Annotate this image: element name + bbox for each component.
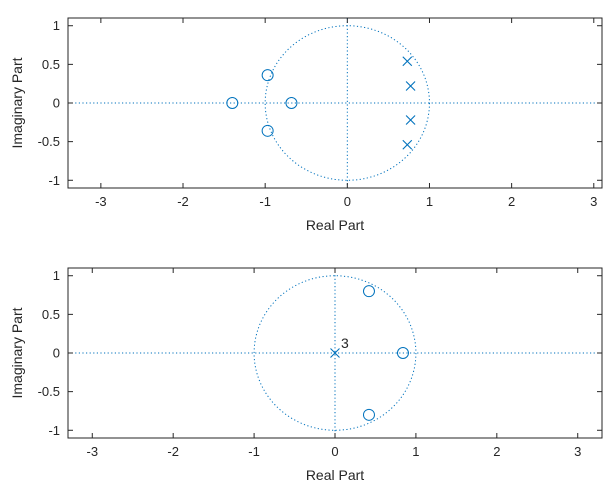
panel-2-x-tick-label: -3 <box>86 444 98 459</box>
panel-2-pole-marker <box>330 348 340 358</box>
panel-1-x-tick-label: -3 <box>95 194 107 209</box>
panel-1-zero-marker <box>261 69 274 82</box>
panel-2-x-tick-label: 3 <box>574 444 581 459</box>
panel-1-y-tick-label: 1 <box>53 18 60 33</box>
panel-1-x-tick-label: -1 <box>259 194 271 209</box>
panel-1-pole-marker <box>405 115 416 125</box>
panel-2-x-tick-label: -1 <box>248 444 260 459</box>
panel-1-x-tick-label: 0 <box>344 194 351 209</box>
panel-2-x-tick-label: 2 <box>493 444 500 459</box>
panel-2-x-tick-label: -2 <box>167 444 179 459</box>
panel-2-zero-marker <box>396 347 409 359</box>
panel-1-x-tick-label: 1 <box>426 194 433 209</box>
panel-2-y-tick-label: 0.5 <box>42 307 60 322</box>
panel-1-y-tick-label: 0 <box>53 96 60 111</box>
panel-1-y-tick-label: -1 <box>48 173 60 188</box>
panel-1-zero-marker <box>285 97 298 109</box>
panel-1-x-tick-label: 3 <box>590 194 597 209</box>
panel-1-unit-circle <box>264 25 430 181</box>
panel-2-x-axis-label: Real Part <box>306 467 364 483</box>
panel-2-y-tick-label: 1 <box>53 268 60 283</box>
panel-2-x-tick-label: 1 <box>412 444 419 459</box>
panel-2-unit-circle <box>253 275 417 431</box>
panel-2-y-tick-label: 0 <box>53 346 60 361</box>
panel-1-x-axis-label: Real Part <box>306 217 364 233</box>
panel-1-y-tick-label: -0.5 <box>38 134 60 149</box>
panel-1-zero-marker <box>261 124 274 137</box>
panel-1-x-tick-label: 2 <box>508 194 515 209</box>
panel-1-zero-marker <box>226 97 239 109</box>
panel-2-x-tick-label: 0 <box>331 444 338 459</box>
panel-2-zero-marker <box>362 408 375 421</box>
panel-1-pole-marker <box>402 139 413 150</box>
panel-1-y-axis-label: Imaginary Part <box>9 57 25 148</box>
panel-1-pole-marker <box>405 81 416 91</box>
panel-1-pole-marker <box>402 56 413 67</box>
panel-2-y-tick-label: -0.5 <box>38 384 60 399</box>
panel-2-zero-marker <box>362 285 375 298</box>
panel-2-y-axis-label: Imaginary Part <box>9 307 25 398</box>
panel-1-x-tick-label: -2 <box>177 194 189 209</box>
panel-1-y-tick-label: 0.5 <box>42 57 60 72</box>
panel-2-multiplicity-label: 3 <box>341 335 349 351</box>
panel-2-y-tick-label: -1 <box>48 423 60 438</box>
